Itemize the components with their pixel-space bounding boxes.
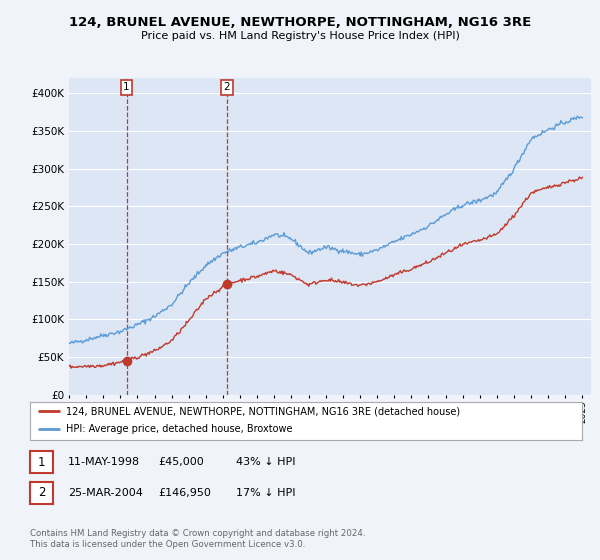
Text: 25-MAR-2004: 25-MAR-2004: [68, 488, 143, 498]
Text: HPI: Average price, detached house, Broxtowe: HPI: Average price, detached house, Brox…: [66, 424, 292, 434]
Text: 124, BRUNEL AVENUE, NEWTHORPE, NOTTINGHAM, NG16 3RE (detached house): 124, BRUNEL AVENUE, NEWTHORPE, NOTTINGHA…: [66, 406, 460, 416]
Text: 2: 2: [38, 486, 45, 500]
Text: £45,000: £45,000: [158, 457, 203, 467]
Text: 17% ↓ HPI: 17% ↓ HPI: [236, 488, 295, 498]
Text: 11-MAY-1998: 11-MAY-1998: [68, 457, 140, 467]
Text: £146,950: £146,950: [158, 488, 211, 498]
Text: 2: 2: [224, 82, 230, 92]
Text: Price paid vs. HM Land Registry's House Price Index (HPI): Price paid vs. HM Land Registry's House …: [140, 31, 460, 41]
Text: Contains HM Land Registry data © Crown copyright and database right 2024.
This d: Contains HM Land Registry data © Crown c…: [30, 529, 365, 549]
Text: 1: 1: [38, 455, 45, 469]
Text: 1: 1: [123, 82, 130, 92]
Text: 124, BRUNEL AVENUE, NEWTHORPE, NOTTINGHAM, NG16 3RE: 124, BRUNEL AVENUE, NEWTHORPE, NOTTINGHA…: [69, 16, 531, 29]
Text: 43% ↓ HPI: 43% ↓ HPI: [236, 457, 295, 467]
